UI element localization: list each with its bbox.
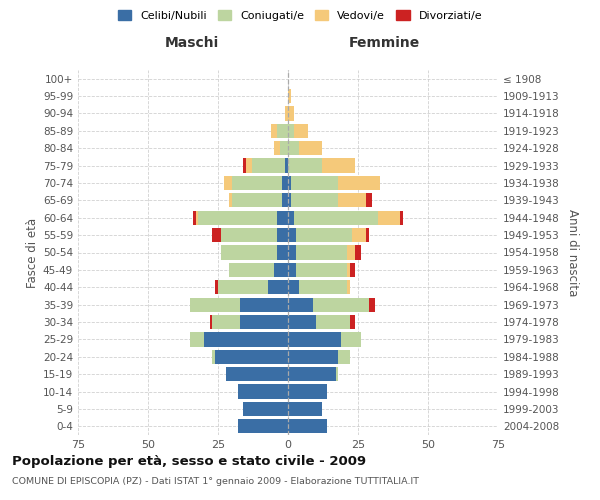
Y-axis label: Anni di nascita: Anni di nascita: [566, 209, 579, 296]
Bar: [238, 419, 288, 434]
Bar: [293, 210, 377, 225]
Bar: [274, 141, 280, 156]
Bar: [288, 176, 291, 190]
Bar: [291, 193, 338, 208]
Bar: [283, 193, 288, 208]
Bar: [241, 315, 288, 329]
Bar: [288, 246, 296, 260]
Bar: [288, 263, 296, 277]
Bar: [288, 419, 327, 434]
Bar: [190, 298, 241, 312]
Bar: [355, 246, 361, 260]
Bar: [229, 263, 274, 277]
Bar: [288, 124, 293, 138]
Text: Maschi: Maschi: [164, 36, 218, 50]
Bar: [212, 315, 241, 329]
Bar: [226, 367, 288, 382]
Bar: [285, 106, 288, 120]
Bar: [243, 158, 246, 172]
Bar: [350, 263, 355, 277]
Bar: [338, 193, 367, 208]
Bar: [299, 141, 322, 156]
Text: Femmine: Femmine: [349, 36, 420, 50]
Bar: [246, 158, 251, 172]
Bar: [283, 176, 288, 190]
Bar: [268, 280, 288, 294]
Bar: [288, 280, 299, 294]
Bar: [338, 176, 380, 190]
Bar: [296, 263, 347, 277]
Bar: [288, 141, 299, 156]
Bar: [241, 298, 288, 312]
Bar: [285, 158, 288, 172]
Bar: [212, 350, 215, 364]
Bar: [288, 158, 322, 172]
Bar: [341, 332, 361, 346]
Bar: [243, 402, 288, 416]
Bar: [288, 384, 327, 398]
Bar: [193, 210, 196, 225]
Bar: [288, 298, 313, 312]
Y-axis label: Fasce di età: Fasce di età: [26, 218, 39, 288]
Bar: [313, 298, 369, 312]
Bar: [215, 350, 288, 364]
Bar: [221, 228, 277, 242]
Bar: [232, 193, 283, 208]
Bar: [280, 141, 288, 156]
Bar: [221, 246, 277, 260]
Bar: [190, 332, 204, 346]
Bar: [288, 315, 316, 329]
Bar: [204, 332, 288, 346]
Bar: [288, 228, 296, 242]
Bar: [296, 246, 347, 260]
Bar: [238, 384, 288, 398]
Bar: [271, 124, 277, 138]
Bar: [322, 158, 355, 172]
Bar: [291, 176, 338, 190]
Bar: [293, 124, 308, 138]
Bar: [288, 402, 322, 416]
Bar: [251, 158, 285, 172]
Bar: [277, 124, 288, 138]
Bar: [335, 367, 338, 382]
Bar: [277, 246, 288, 260]
Bar: [347, 246, 355, 260]
Bar: [367, 228, 369, 242]
Bar: [347, 263, 350, 277]
Bar: [316, 315, 350, 329]
Bar: [288, 210, 293, 225]
Bar: [377, 210, 400, 225]
Bar: [288, 332, 341, 346]
Bar: [288, 89, 291, 103]
Bar: [369, 298, 375, 312]
Bar: [224, 176, 232, 190]
Bar: [350, 315, 355, 329]
Bar: [277, 210, 288, 225]
Bar: [229, 193, 232, 208]
Bar: [288, 350, 338, 364]
Bar: [215, 280, 218, 294]
Bar: [288, 106, 293, 120]
Text: COMUNE DI EPISCOPIA (PZ) - Dati ISTAT 1° gennaio 2009 - Elaborazione TUTTITALIA.: COMUNE DI EPISCOPIA (PZ) - Dati ISTAT 1°…: [12, 478, 419, 486]
Text: Popolazione per età, sesso e stato civile - 2009: Popolazione per età, sesso e stato civil…: [12, 455, 366, 468]
Bar: [338, 350, 350, 364]
Bar: [199, 210, 277, 225]
Bar: [347, 280, 350, 294]
Bar: [288, 193, 291, 208]
Bar: [212, 228, 221, 242]
Bar: [277, 228, 288, 242]
Bar: [352, 228, 367, 242]
Bar: [232, 176, 283, 190]
Bar: [400, 210, 403, 225]
Bar: [209, 315, 212, 329]
Bar: [288, 367, 335, 382]
Bar: [299, 280, 347, 294]
Bar: [296, 228, 352, 242]
Bar: [218, 280, 268, 294]
Bar: [196, 210, 199, 225]
Bar: [274, 263, 288, 277]
Legend: Celibi/Nubili, Coniugati/e, Vedovi/e, Divorziati/e: Celibi/Nubili, Coniugati/e, Vedovi/e, Di…: [113, 6, 487, 25]
Bar: [367, 193, 372, 208]
